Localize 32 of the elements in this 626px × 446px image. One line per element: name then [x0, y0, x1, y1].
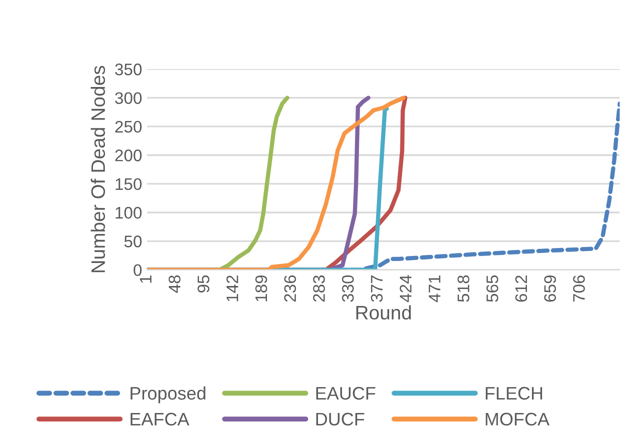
y-tick-label: 0: [134, 264, 142, 276]
x-tick-label: 236: [284, 275, 296, 302]
y-tick-label: 100: [116, 206, 142, 219]
x-tick-label: 612: [515, 276, 528, 302]
x-tick-label: 518: [458, 275, 470, 302]
y-tick-label: 350: [115, 64, 142, 76]
legend-label: EAFCA: [130, 412, 190, 426]
x-tick-label: 471: [428, 276, 440, 302]
x-tick-label: 659: [544, 275, 556, 302]
legend-label: FLECH: [486, 386, 542, 400]
legend-label: DUCF: [316, 412, 364, 426]
x-axis-title: Round: [356, 305, 411, 320]
x-tick-label: 189: [255, 275, 268, 302]
x-tick-label: 377: [370, 276, 383, 302]
y-tick-label: 50: [124, 236, 142, 248]
x-tick-label: 706: [573, 275, 585, 302]
y-tick-label: 300: [115, 92, 142, 104]
legend-label: EAUCF: [316, 386, 376, 400]
x-tick-label: 330: [342, 275, 354, 302]
x-tick-label: 1: [140, 276, 152, 283]
y-axis-title: Number Of Dead Nodes: [90, 66, 106, 272]
x-tick-label: 565: [486, 275, 498, 302]
x-tick-label: 424: [400, 275, 412, 302]
y-tick-label: 250: [115, 120, 142, 133]
y-tick-label: 200: [115, 150, 142, 162]
y-tick-label: 150: [116, 178, 142, 190]
legend-label: Proposed: [130, 386, 206, 404]
x-tick-label: 142: [226, 276, 238, 302]
legend-label: MOFCA: [486, 412, 550, 426]
x-tick-label: 48: [168, 275, 180, 293]
x-tick-label: 95: [198, 275, 210, 292]
x-tick-label: 283: [313, 275, 325, 302]
